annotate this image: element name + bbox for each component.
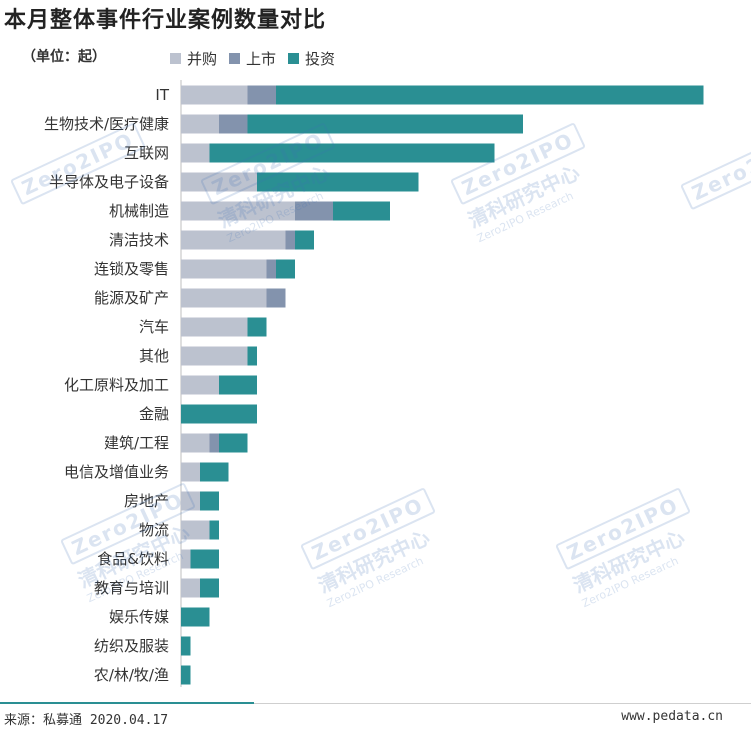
legend-item-merger: 并购: [170, 48, 217, 69]
bar-segment-ipo: [247, 85, 276, 105]
bar-segment-merger: [181, 85, 248, 105]
bar-segment-merger: [181, 375, 219, 395]
legend-label-investment: 投资: [305, 50, 336, 68]
category-label: 连锁及零售: [94, 260, 169, 278]
bar-segment-merger: [181, 259, 267, 279]
bar-segment-merger: [181, 143, 210, 163]
bar-segment-ipo: [295, 201, 333, 221]
category-label: 互联网: [124, 144, 169, 162]
bar-segment-investment: [247, 346, 257, 366]
bar-segment-investment: [181, 607, 210, 627]
legend-item-ipo: 上市: [229, 48, 276, 69]
category-label: 房地产: [124, 492, 169, 510]
bar-segment-investment: [276, 259, 295, 279]
bar-segment-merger: [181, 288, 267, 308]
bar-segment-investment: [257, 172, 419, 192]
bar-segment-investment: [295, 230, 314, 250]
category-label: 半导体及电子设备: [49, 173, 169, 191]
bar-segment-merger: [181, 491, 200, 511]
bar-segment-investment: [247, 317, 267, 337]
category-label: 金融: [139, 405, 169, 423]
chart-title: 本月整体事件行业案例数量对比: [4, 8, 327, 33]
legend-swatch-ipo: [229, 53, 241, 64]
category-label: 纺织及服装: [94, 637, 169, 655]
bar-segment-investment: [190, 549, 219, 569]
bar-segment-investment: [247, 114, 523, 134]
footer-divider: [0, 703, 751, 704]
bar-segment-ipo: [219, 114, 248, 134]
bar-segment-investment: [181, 665, 191, 685]
category-label: 其他: [139, 347, 169, 365]
bar-segment-ipo: [285, 230, 295, 250]
bar-segment-investment: [209, 520, 219, 540]
source-note: 来源：私募通 2020.04.17: [4, 713, 169, 728]
bar-segment-investment: [209, 143, 495, 163]
category-label: 教育与培训: [94, 579, 169, 597]
bar-segment-ipo: [209, 433, 219, 453]
bar-segment-investment: [333, 201, 390, 221]
bar-segment-merger: [181, 172, 257, 192]
category-label: 建筑/工程: [104, 434, 169, 452]
category-label: IT: [155, 86, 169, 104]
legend-label-ipo: 上市: [246, 50, 277, 68]
category-label: 能源及矿产: [94, 289, 169, 307]
legend-item-investment: 投资: [288, 48, 335, 69]
bar-segment-merger: [181, 317, 248, 337]
category-label: 食品&饮料: [97, 550, 169, 568]
bar-segment-merger: [181, 578, 200, 598]
category-label: 汽车: [139, 318, 169, 336]
bar-segment-merger: [181, 433, 210, 453]
bar-segment-merger: [181, 549, 191, 569]
bar-segment-investment: [200, 491, 219, 511]
bar-segment-merger: [181, 201, 295, 221]
bar-segment-merger: [181, 114, 219, 134]
unit-label: （单位：起）: [22, 49, 106, 65]
bar-segment-investment: [200, 462, 229, 482]
bar-segment-investment: [219, 375, 257, 395]
category-label: 物流: [139, 521, 169, 539]
bar-segment-investment: [181, 404, 257, 424]
category-label: 生物技术/医疗健康: [44, 115, 169, 133]
bar-segment-merger: [181, 230, 286, 250]
bar-segment-merger: [181, 520, 210, 540]
legend-label-merger: 并购: [187, 50, 218, 68]
category-label: 娱乐传媒: [109, 608, 169, 626]
footer-accent-line: [0, 702, 254, 704]
category-label: 机械制造: [109, 202, 169, 220]
bar-segment-investment: [219, 433, 248, 453]
legend: 并购 上市 投资: [170, 48, 335, 69]
category-label: 化工原料及加工: [64, 376, 169, 394]
bar-segment-merger: [181, 346, 248, 366]
category-label: 农/林/牧/渔: [94, 666, 169, 684]
category-label: 电信及增值业务: [64, 463, 169, 481]
bar-segment-investment: [181, 636, 191, 656]
site-url: www.pedata.cn: [621, 709, 723, 724]
bar-segment-merger: [181, 462, 200, 482]
bar-segment-investment: [200, 578, 219, 598]
bar-segment-ipo: [266, 288, 286, 308]
bar-chart: IT 生物技术/医疗健康互联网半导体及电子设备机械制造清洁技术连锁及零售能源及矿产…: [44, 80, 704, 687]
legend-swatch-merger: [170, 53, 181, 64]
bar-segment-investment: [276, 85, 704, 105]
bar-segment-ipo: [266, 259, 276, 279]
legend-swatch-investment: [288, 53, 300, 64]
category-label: 清洁技术: [109, 231, 169, 249]
